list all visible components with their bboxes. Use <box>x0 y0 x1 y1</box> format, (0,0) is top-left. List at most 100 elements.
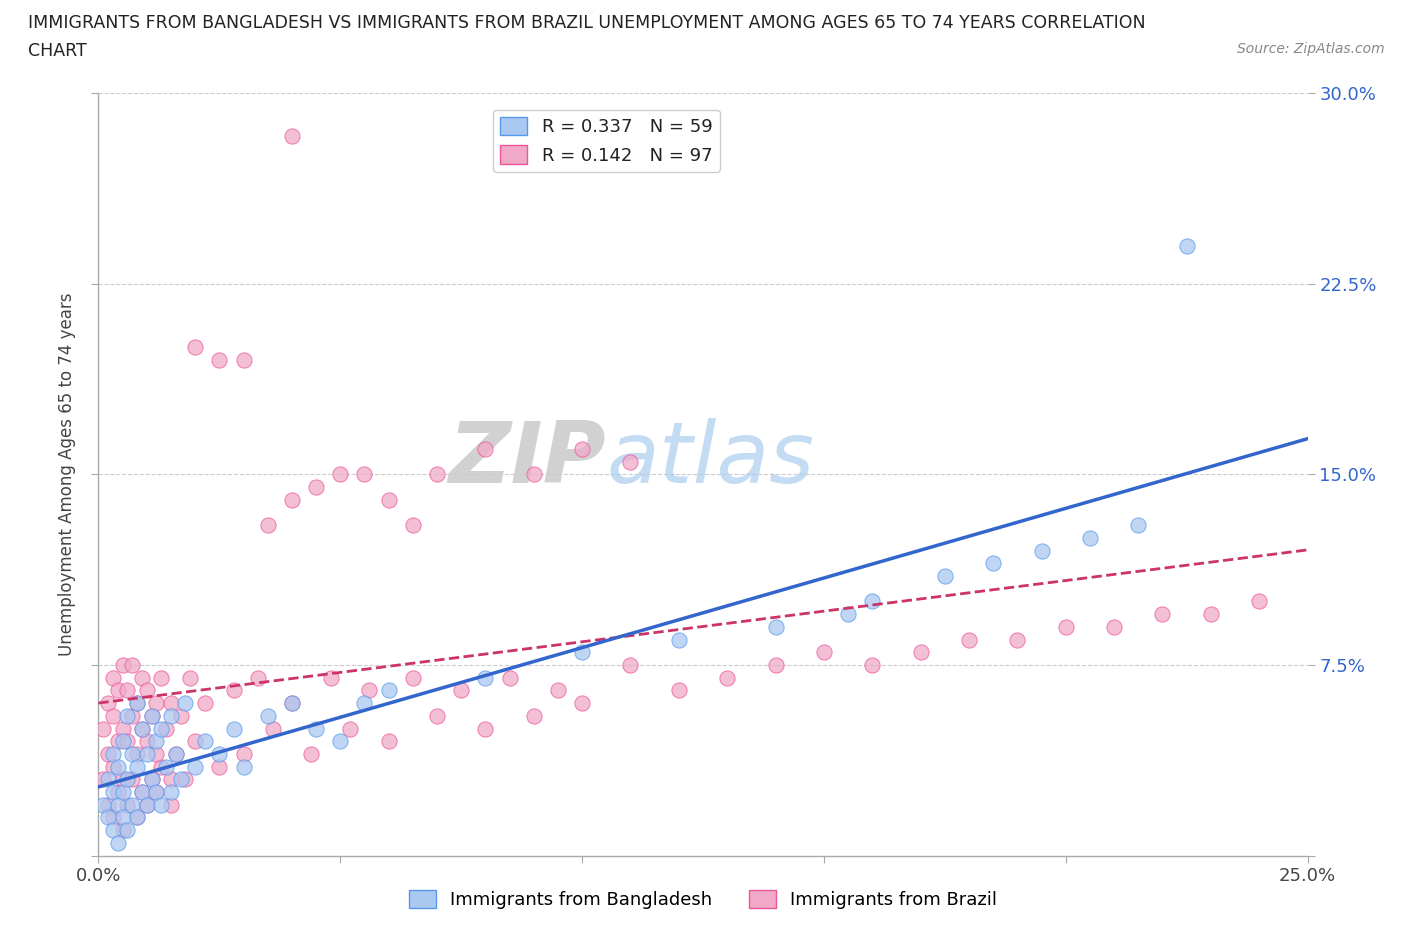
Point <box>232 352 254 367</box>
Point <box>127 810 149 825</box>
Point <box>160 709 183 724</box>
Point <box>474 721 496 736</box>
Point <box>329 467 352 482</box>
Point <box>523 709 546 724</box>
Point <box>165 747 187 762</box>
Point <box>160 785 183 800</box>
Point <box>256 709 278 724</box>
Point <box>111 823 134 838</box>
Point <box>135 747 157 762</box>
Point <box>101 785 124 800</box>
Point <box>101 747 124 762</box>
Point <box>1078 530 1101 545</box>
Point <box>131 721 153 736</box>
Point <box>232 759 254 774</box>
Point <box>121 658 143 672</box>
Point <box>765 658 787 672</box>
Point <box>426 709 449 724</box>
Text: atlas: atlas <box>606 418 814 500</box>
Point <box>127 696 149 711</box>
Point <box>184 759 207 774</box>
Point <box>319 671 342 685</box>
Point <box>97 797 120 812</box>
Point <box>474 671 496 685</box>
Point <box>107 785 129 800</box>
Point <box>353 467 375 482</box>
Point <box>571 644 593 659</box>
Point <box>765 619 787 634</box>
Point <box>141 709 163 724</box>
Point <box>131 721 153 736</box>
Point <box>377 492 399 507</box>
Point <box>1102 619 1125 634</box>
Point <box>127 810 149 825</box>
Point <box>127 759 149 774</box>
Point <box>111 734 134 749</box>
Point <box>668 632 690 647</box>
Point <box>1249 594 1271 609</box>
Point <box>281 696 304 711</box>
Point <box>107 797 129 812</box>
Point <box>716 671 738 685</box>
Point <box>121 772 143 787</box>
Point <box>111 772 134 787</box>
Point <box>91 721 114 736</box>
Point <box>232 747 254 762</box>
Point <box>981 556 1004 571</box>
Point <box>571 442 593 457</box>
Point <box>174 696 197 711</box>
Point <box>145 696 167 711</box>
Y-axis label: Unemployment Among Ages 65 to 74 years: Unemployment Among Ages 65 to 74 years <box>58 293 76 656</box>
Point <box>281 128 304 143</box>
Point <box>101 671 124 685</box>
Point <box>150 671 173 685</box>
Point <box>1054 619 1077 634</box>
Point <box>353 696 375 711</box>
Point <box>141 772 163 787</box>
Point <box>107 835 129 850</box>
Text: CHART: CHART <box>28 42 87 60</box>
Point <box>135 797 157 812</box>
Text: IMMIGRANTS FROM BANGLADESH VS IMMIGRANTS FROM BRAZIL UNEMPLOYMENT AMONG AGES 65 : IMMIGRANTS FROM BANGLADESH VS IMMIGRANTS… <box>28 14 1146 32</box>
Point <box>222 721 245 736</box>
Point <box>305 721 328 736</box>
Point <box>117 734 139 749</box>
Point <box>111 810 134 825</box>
Point <box>222 683 245 698</box>
Point <box>523 467 546 482</box>
Point <box>101 759 124 774</box>
Point <box>150 721 173 736</box>
Point <box>127 696 149 711</box>
Point <box>97 810 120 825</box>
Point <box>141 772 163 787</box>
Point <box>131 671 153 685</box>
Point <box>1175 238 1198 253</box>
Point <box>547 683 569 698</box>
Point <box>111 658 134 672</box>
Point <box>619 454 641 469</box>
Point <box>208 747 231 762</box>
Point <box>450 683 472 698</box>
Point <box>117 709 139 724</box>
Point <box>150 797 173 812</box>
Point <box>165 747 187 762</box>
Point <box>107 759 129 774</box>
Point <box>934 568 956 583</box>
Point <box>837 606 859 621</box>
Point <box>117 797 139 812</box>
Point <box>813 644 835 659</box>
Point <box>111 721 134 736</box>
Point <box>117 823 139 838</box>
Point <box>426 467 449 482</box>
Point <box>179 671 201 685</box>
Point <box>97 772 120 787</box>
Point <box>668 683 690 698</box>
Point <box>256 518 278 533</box>
Point <box>169 709 191 724</box>
Point <box>860 658 883 672</box>
Point <box>91 772 114 787</box>
Point <box>377 683 399 698</box>
Point <box>107 683 129 698</box>
Point <box>194 734 217 749</box>
Point <box>619 658 641 672</box>
